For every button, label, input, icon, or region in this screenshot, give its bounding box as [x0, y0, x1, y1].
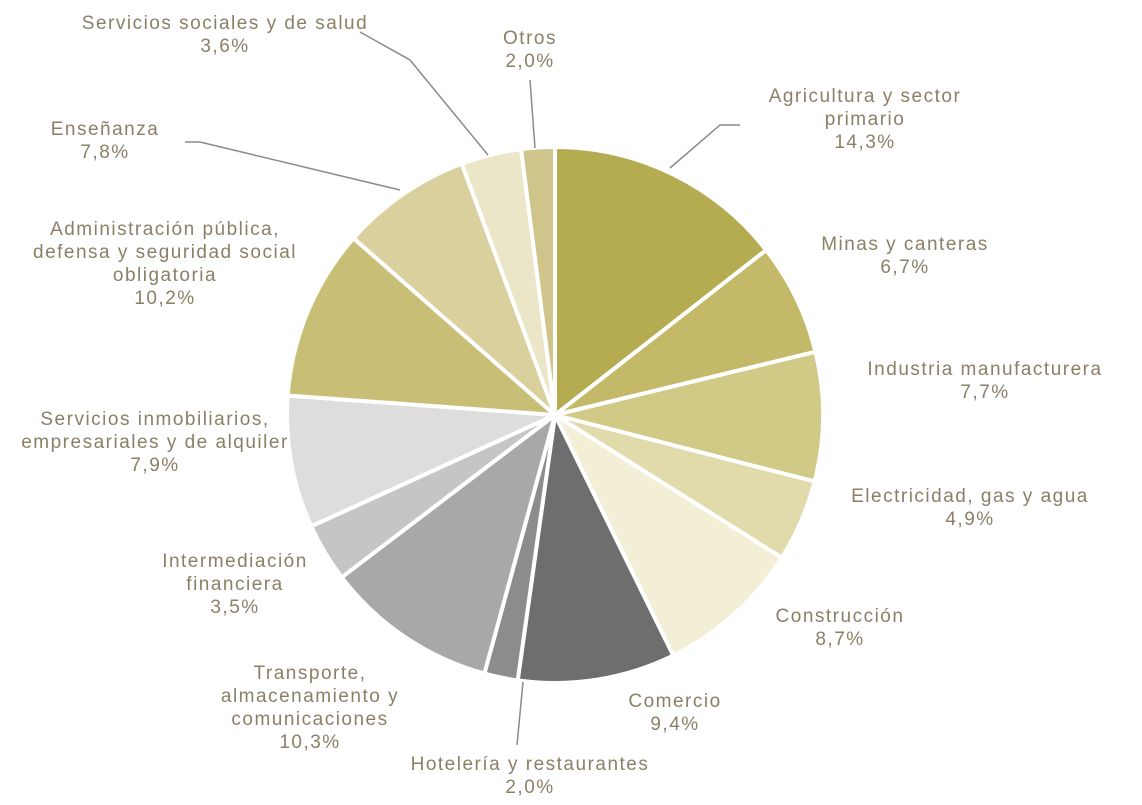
category-name: Construcción — [775, 606, 905, 627]
slice-label: Minas y canteras 6,7% — [785, 233, 1025, 279]
slice-label: Industria manufacturera 7,7% — [825, 358, 1142, 404]
slice-label: Servicios inmobiliarios, empresariales y… — [0, 408, 310, 477]
pie-slice — [519, 145, 557, 417]
value-label: 7,9% — [130, 455, 180, 476]
slice-label: Otros 2,0% — [470, 27, 590, 73]
category-name: Minas y canteras — [821, 234, 989, 255]
category-name: Electricidad, gas y agua — [851, 486, 1089, 507]
leader-line — [185, 141, 401, 191]
slice-label: Hotelería y restaurantes 2,0% — [350, 753, 710, 799]
value-label: 4,9% — [945, 509, 995, 530]
value-label: 3,6% — [200, 36, 250, 57]
category-name: Hotelería y restaurantes — [410, 754, 650, 775]
pie-slice — [285, 393, 557, 529]
category-name: Agricultura y sector primario — [768, 86, 962, 130]
value-label: 7,7% — [960, 382, 1010, 403]
value-label: 14,3% — [834, 132, 896, 153]
slice-label: Intermediación financiera 3,5% — [135, 550, 335, 619]
category-name: Administración pública, defensa y seguri… — [33, 219, 297, 286]
value-label: 8,7% — [815, 629, 865, 650]
category-name: Servicios inmobiliarios, empresariales y… — [21, 409, 289, 453]
leader-line — [516, 681, 524, 746]
slice-label: Administración pública, defensa y seguri… — [10, 218, 320, 310]
category-name: Intermediación financiera — [162, 551, 308, 595]
value-label: 9,4% — [650, 714, 700, 735]
category-name: Otros — [503, 28, 557, 49]
value-label: 2,0% — [505, 51, 555, 72]
slice-label: Comercio 9,4% — [575, 690, 775, 736]
category-name: Comercio — [628, 691, 722, 712]
pie-slice — [339, 413, 557, 676]
slice-label: Transporte, almacenamiento y comunicacio… — [190, 662, 430, 754]
category-name: Enseñanza — [50, 119, 160, 140]
pie-slice — [515, 413, 676, 685]
value-label: 2,0% — [505, 777, 555, 798]
value-label: 6,7% — [880, 257, 930, 278]
pie-slice — [351, 161, 557, 417]
slice-label: Electricidad, gas y agua 4,9% — [810, 485, 1130, 531]
value-label: 7,8% — [80, 142, 130, 163]
slice-label: Enseñanza 7,8% — [25, 118, 185, 164]
leader-line — [669, 124, 740, 169]
category-name: Servicios sociales y de salud — [81, 13, 369, 34]
value-label: 10,2% — [134, 288, 196, 309]
pie-slice — [553, 145, 769, 417]
pie-slice — [553, 349, 825, 484]
pie-slice — [285, 236, 557, 417]
value-label: 3,5% — [210, 597, 260, 618]
pie-slice — [553, 248, 818, 417]
slice-label: Agricultura y sector primario 14,3% — [735, 85, 995, 154]
value-label: 10,3% — [279, 732, 341, 753]
slice-label: Construcción 8,7% — [730, 605, 950, 651]
category-name: Transporte, almacenamiento y comunicacio… — [220, 663, 400, 730]
pie-slice — [553, 413, 784, 658]
leader-line — [529, 79, 536, 149]
category-name: Industria manufacturera — [867, 359, 1103, 380]
slice-label: Servicios sociales y de salud 3,6% — [75, 12, 375, 58]
leader-line — [359, 31, 489, 156]
